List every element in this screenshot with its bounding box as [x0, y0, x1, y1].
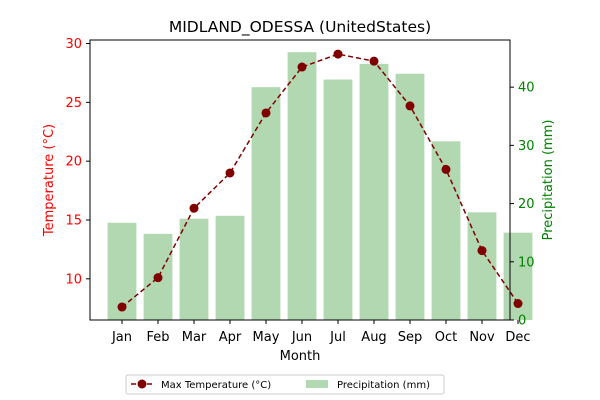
precip-bar-may — [251, 87, 281, 320]
x-tick-label: Jul — [329, 330, 346, 345]
temp-point-sep — [405, 101, 415, 111]
left-axis-label: Temperature (°C) — [42, 124, 57, 237]
x-tick-label: Aug — [361, 330, 386, 345]
right-tick-label: 20 — [518, 197, 535, 212]
legend-bar-swatch — [306, 380, 328, 388]
chart-title: MIDLAND_ODESSA (UnitedStates) — [169, 18, 431, 37]
temp-point-aug — [369, 56, 379, 66]
left-tick-label: 10 — [65, 272, 82, 287]
temp-point-jan — [117, 302, 127, 312]
legend-label-precipitation: Precipitation (mm) — [337, 380, 430, 391]
temp-point-nov — [477, 246, 487, 256]
left-tick-label: 25 — [65, 96, 82, 111]
precip-bar-sep — [395, 73, 425, 320]
x-tick-label: Apr — [219, 330, 242, 345]
precip-bar-nov — [467, 212, 497, 320]
temp-point-apr — [225, 168, 235, 178]
right-tick-label: 40 — [518, 81, 535, 96]
temperature-series-line — [121, 53, 519, 308]
right-tick-label: 0 — [518, 314, 526, 329]
right-tick-label: 30 — [518, 139, 535, 154]
temp-point-mar — [189, 203, 199, 213]
right-axis-label: Precipitation (mm) — [541, 120, 556, 241]
precip-bar-apr — [215, 215, 245, 320]
x-tick-label: Nov — [469, 330, 495, 345]
temp-point-may — [261, 108, 271, 118]
left-tick-label: 30 — [65, 37, 82, 52]
temp-point-jun — [297, 62, 307, 72]
x-tick-label: Mar — [182, 330, 207, 345]
x-tick-label: May — [253, 330, 280, 345]
legend-frame — [125, 374, 445, 395]
left-tick-label: 20 — [65, 155, 82, 170]
x-tick-label: Feb — [146, 330, 169, 345]
x-tick-label: Dec — [505, 330, 530, 345]
temp-point-feb — [153, 273, 163, 283]
x-tick-label: Jan — [111, 330, 132, 345]
plot-frame — [89, 39, 511, 321]
precip-bar-aug — [359, 63, 389, 320]
axes: Jan Feb Mar Apr May Jun Jul Aug Sep Oct Nov Dec 10 15… — [65, 37, 534, 345]
temp-point-oct — [441, 164, 451, 174]
precip-bar-jun — [287, 52, 317, 320]
legend-label-temperature: Max Temperature (°C) — [161, 380, 271, 391]
legend: Max Temperature (°C) Precipitation (mm) — [125, 374, 445, 395]
legend-marker-swatch — [137, 379, 147, 389]
x-tick-label: Sep — [398, 330, 423, 345]
temp-point-dec — [513, 299, 523, 309]
right-tick-label: 10 — [518, 255, 535, 270]
left-tick-label: 15 — [65, 214, 82, 229]
precipitation-bars — [107, 52, 533, 320]
precip-bar-mar — [179, 218, 209, 320]
temp-point-jul — [333, 49, 343, 59]
x-tick-label: Oct — [435, 330, 457, 345]
precip-bar-jul — [323, 79, 353, 320]
x-tick-label: Jun — [291, 330, 312, 345]
temperature-line — [117, 49, 523, 312]
x-axis-label: Month — [280, 349, 321, 364]
